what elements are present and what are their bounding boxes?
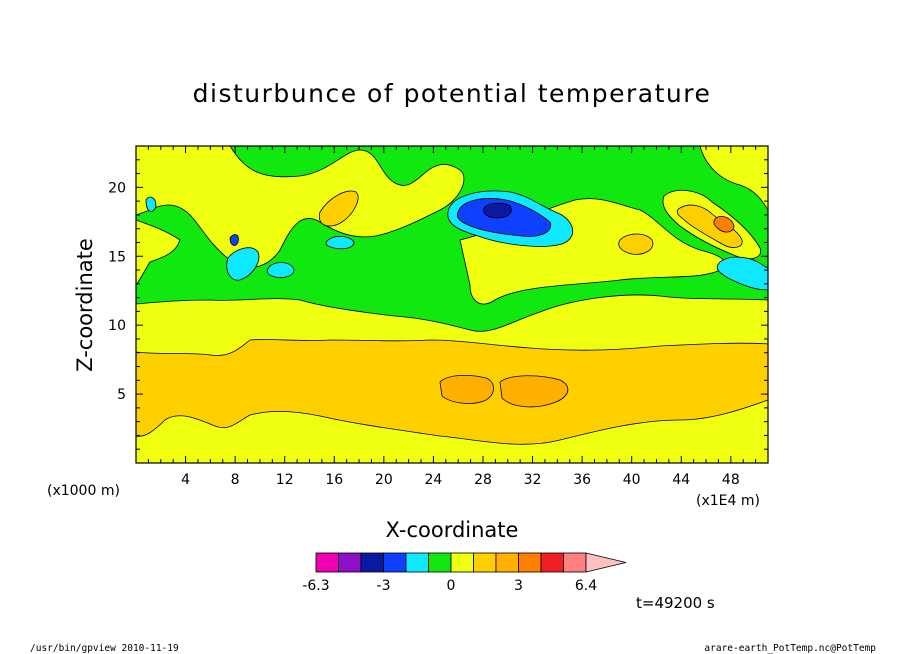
colorbar-swatch	[563, 552, 587, 573]
colorbar-swatch	[360, 552, 384, 573]
x-axis: 4 8 12 16 20 24 28 32 36 40 44 48	[147, 146, 757, 488]
field-upper-yellow-topright	[620, 146, 768, 211]
field-warm-cell-west	[439, 374, 494, 404]
x-axis-title: X-coordinate	[386, 518, 519, 542]
colorbar-swatch	[405, 552, 429, 573]
field-wave-right-cyan	[716, 256, 768, 291]
colorbar-tick-label: 3	[514, 578, 523, 594]
colorbar-swatch	[450, 552, 474, 573]
plot-frame	[135, 145, 769, 464]
colorbar-extension-triangle	[585, 552, 627, 573]
field-upper-warm-blob	[618, 233, 654, 255]
x-tick-label: 8	[231, 472, 240, 488]
x-tick-label: 4	[181, 472, 190, 488]
x-tick-label: 44	[672, 472, 690, 488]
field-cold-spot-4	[266, 262, 295, 278]
footer-left: /usr/bin/gpview 2010-11-19	[30, 643, 179, 654]
colorbar-swatch	[315, 552, 339, 573]
field-cold-spot-3	[229, 234, 239, 246]
colorbar-tick-label: -3	[377, 578, 391, 594]
field-cold-spot-2	[325, 236, 355, 250]
field-upper-yellow-left	[136, 219, 181, 286]
x-tick-label: 12	[276, 472, 294, 488]
y-tick-label: 5	[117, 387, 126, 403]
x-tick-label: 24	[424, 472, 442, 488]
colorbar-swatch	[473, 552, 497, 573]
colorbar-tick-label: 6.4	[575, 578, 597, 594]
y-axis: 5 10 15 20	[108, 159, 768, 450]
field-warm-cell-east	[499, 375, 569, 408]
plot-area	[136, 146, 768, 463]
y-tick-label: 10	[108, 318, 126, 334]
colorbar-swatch	[518, 552, 542, 573]
field-cold-spot-5	[145, 196, 157, 212]
x-tick-label: 36	[573, 472, 591, 488]
field-wave-right-orange	[676, 204, 743, 248]
colorbar-swatch	[338, 552, 362, 573]
y-unit-label: (x1000 m)	[47, 483, 120, 499]
colorbar-swatch	[428, 552, 452, 573]
x-tick-label: 32	[524, 472, 542, 488]
time-label: t=49200 s	[636, 594, 715, 612]
x-unit-label: (x1E4 m)	[696, 493, 760, 509]
field-wave-right-red	[713, 216, 735, 233]
colorbar-swatch	[540, 552, 564, 573]
x-tick-label: 48	[722, 472, 740, 488]
y-axis-title: Z-coordinate	[73, 238, 97, 372]
chart-title: disturbunce of potential temperature	[193, 79, 712, 108]
x-tick-label: 40	[623, 472, 641, 488]
y-tick-label: 20	[108, 180, 126, 196]
colorbar-tick-label: 0	[447, 578, 456, 594]
field-cold-cell-core	[483, 202, 512, 219]
footer-right: arare-earth_PotTemp.nc@PotTemp	[704, 643, 876, 654]
colorbar: -6.3 -3 0 3 6.4	[302, 552, 627, 594]
x-tick-label: 16	[325, 472, 343, 488]
field-upper-yellow-band	[136, 146, 465, 268]
field-cold-spot-1	[226, 247, 260, 281]
y-tick-label: 15	[108, 249, 126, 265]
colorbar-swatch	[495, 552, 519, 573]
x-tick-label: 20	[375, 472, 393, 488]
field-upper-orange-topleft	[318, 190, 359, 227]
colorbar-swatch	[383, 552, 407, 573]
x-tick-label: 28	[474, 472, 492, 488]
colorbar-tick-label: -6.3	[302, 578, 329, 594]
